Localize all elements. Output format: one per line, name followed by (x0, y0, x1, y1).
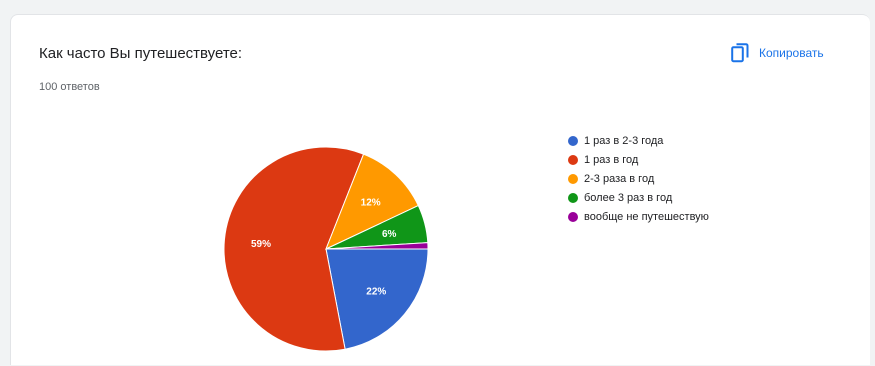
pie-chart: 22% 59% 12% 6% (204, 121, 434, 361)
legend-label: 1 раз в 2-3 года (584, 134, 664, 147)
question-card: Как часто Вы путешествуете: 100 ответов … (10, 14, 870, 365)
slice-label-3: 6% (382, 229, 397, 240)
copy-button[interactable]: Копировать (727, 41, 828, 65)
legend-label: 1 раз в год (584, 153, 639, 166)
copy-icon (731, 43, 749, 63)
legend-item-4[interactable]: вообще не путешествую (568, 207, 709, 226)
legend-label: 2-3 раза в год (584, 172, 655, 185)
chart-legend: 1 раз в 2-3 года 1 раз в год 2-3 раза в го… (568, 131, 709, 226)
pie-slice-2[interactable] (325, 153, 419, 250)
legend-item-1[interactable]: 1 раз в год (568, 150, 709, 169)
legend-dot-icon (568, 154, 578, 165)
pie-slice-4[interactable] (325, 242, 429, 250)
slice-label-1: 59% (251, 239, 271, 250)
legend-dot-icon (568, 173, 578, 184)
slice-label-0: 22% (366, 287, 386, 298)
copy-button-label: Копировать (759, 46, 824, 60)
legend-item-3[interactable]: более 3 раз в год (568, 188, 709, 207)
legend-item-0[interactable]: 1 раз в 2-3 года (568, 131, 709, 150)
legend-label: вообще не путешествую (584, 210, 709, 223)
pie-slice-0[interactable] (325, 248, 429, 350)
response-count: 100 ответов (39, 81, 100, 93)
legend-label: более 3 раз в год (584, 191, 673, 204)
legend-dot-icon (568, 192, 578, 203)
question-title: Как часто Вы путешествуете: (39, 45, 243, 62)
pie-chart-svg: 22% 59% 12% 6% (223, 146, 429, 352)
pie-slice-1[interactable] (223, 146, 365, 352)
legend-item-2[interactable]: 2-3 раза в год (568, 169, 709, 188)
slice-label-2: 12% (361, 197, 381, 208)
legend-dot-icon (568, 211, 578, 222)
legend-dot-icon (568, 135, 578, 146)
